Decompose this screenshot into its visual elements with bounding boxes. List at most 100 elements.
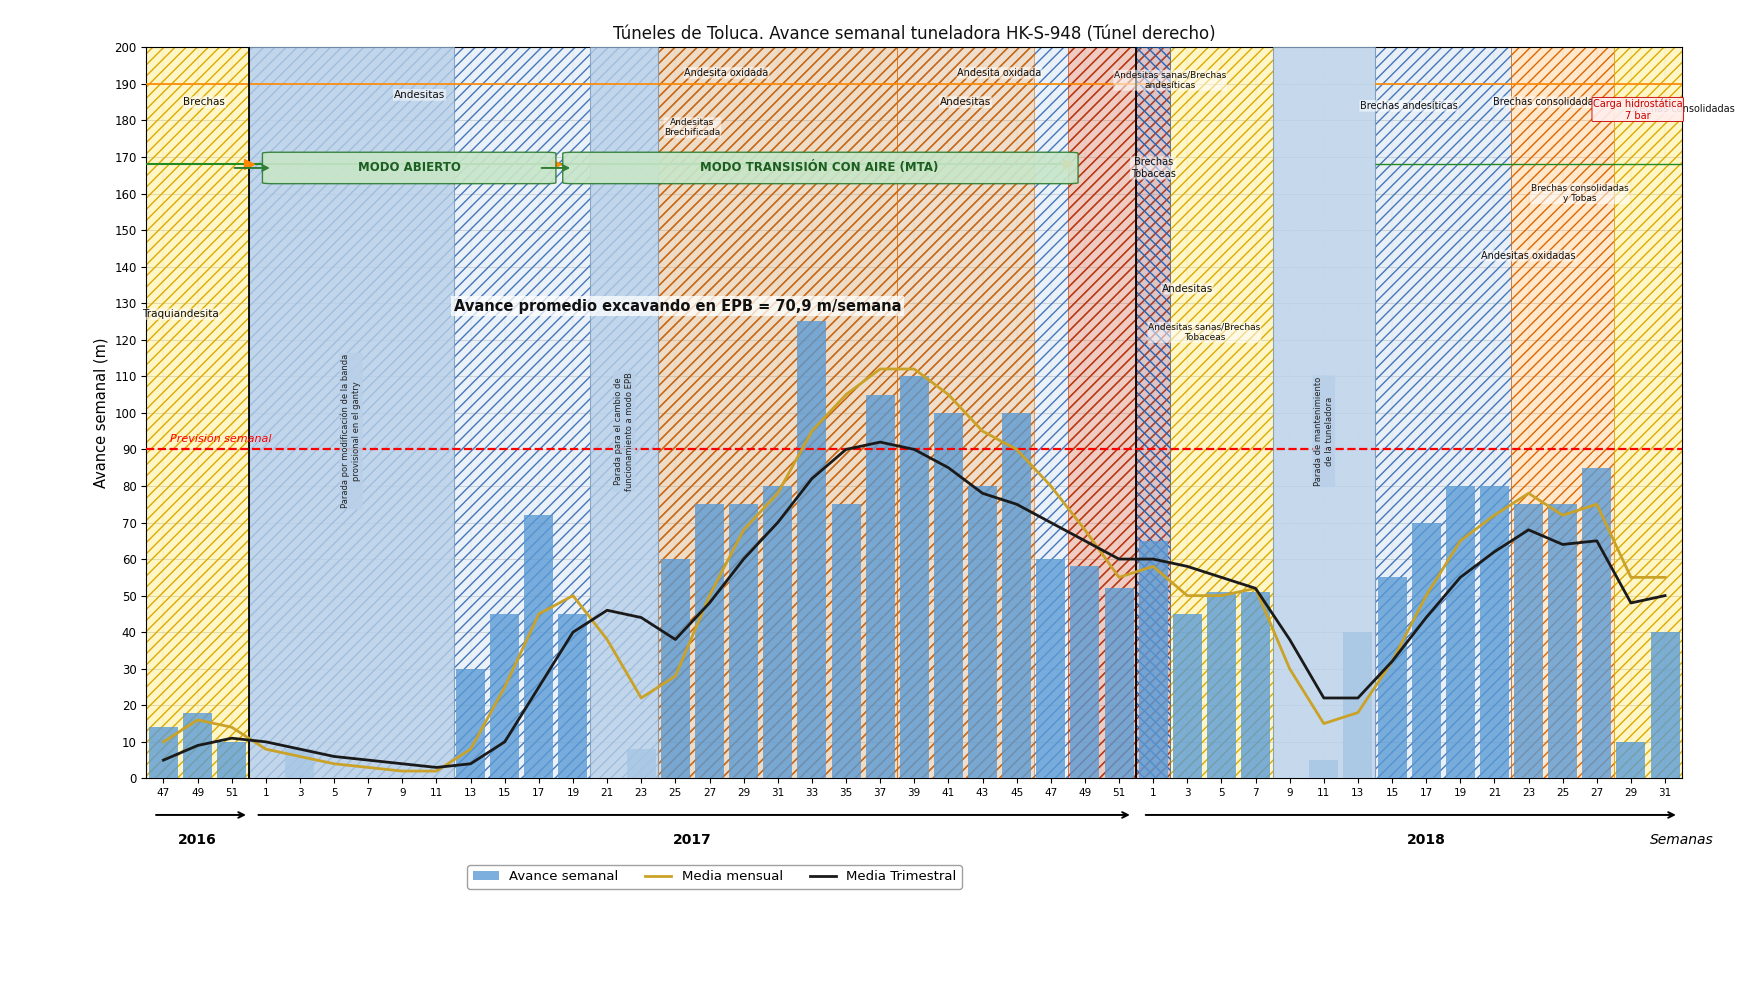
Media mensual — [1381, 655, 1402, 667]
Text: Brechas consolidadas
y Tobas: Brechas consolidadas y Tobas — [1531, 184, 1629, 203]
Media Trimestral — [357, 754, 378, 766]
Media Trimestral — [1244, 582, 1265, 594]
Media Trimestral — [1006, 498, 1027, 510]
Media mensual — [357, 761, 378, 773]
Media mensual — [1620, 571, 1641, 583]
Media Trimestral — [1449, 571, 1470, 583]
Media Trimestral — [1416, 612, 1437, 624]
Bar — [1514, 504, 1544, 778]
Bar — [695, 504, 724, 778]
Text: Semanas: Semanas — [1650, 833, 1713, 847]
Media Trimestral — [630, 612, 651, 624]
Text: Andesitas sanas/Brechas
andesíticas: Andesitas sanas/Brechas andesíticas — [1115, 71, 1227, 90]
Text: Andesitas: Andesitas — [940, 97, 990, 107]
Text: Parada para el cambio de
funcionamiento a modo EPB: Parada para el cambio de funcionamiento … — [614, 372, 634, 491]
Bar — [1614, 47, 1682, 778]
Media Trimestral — [1517, 524, 1538, 536]
Bar — [184, 713, 212, 778]
Media mensual — [597, 633, 618, 645]
Media Trimestral — [903, 443, 924, 455]
Media Trimestral — [425, 761, 446, 773]
Bar — [1376, 47, 1512, 778]
Media mensual — [1449, 535, 1470, 547]
Bar — [1377, 577, 1407, 778]
Bar — [1309, 760, 1339, 778]
Media mensual — [835, 389, 856, 401]
Media Trimestral — [698, 597, 719, 609]
Media mensual — [493, 681, 514, 693]
Bar — [1412, 523, 1440, 778]
Bar — [457, 669, 485, 778]
Media mensual — [1552, 509, 1573, 521]
Text: Traquiandesita: Traquiandesita — [142, 309, 219, 319]
Media mensual — [665, 670, 686, 682]
Media mensual — [1211, 590, 1232, 602]
Media mensual — [1074, 524, 1096, 536]
Media Trimestral — [562, 626, 583, 638]
Bar — [1617, 742, 1645, 778]
Bar — [1376, 47, 1512, 778]
Media Trimestral — [1348, 692, 1368, 704]
Media mensual — [528, 608, 550, 620]
Bar — [1003, 413, 1031, 778]
Media Trimestral — [1586, 535, 1606, 547]
Media mensual — [1006, 443, 1027, 455]
Bar — [1549, 504, 1577, 778]
Media mensual — [1312, 718, 1334, 730]
Bar — [1614, 47, 1682, 778]
Media mensual — [289, 750, 310, 762]
Text: 2016: 2016 — [178, 833, 217, 847]
Media mensual — [1416, 590, 1437, 602]
Media Trimestral — [324, 750, 345, 762]
Media Trimestral — [1654, 590, 1675, 602]
Bar — [658, 47, 898, 778]
Media Trimestral — [460, 758, 481, 770]
Media mensual — [698, 590, 719, 602]
Bar — [1512, 47, 1614, 778]
Bar — [1172, 614, 1202, 778]
Bar — [866, 395, 894, 778]
Media mensual — [1586, 498, 1606, 510]
Bar — [1139, 541, 1167, 778]
Bar — [1272, 47, 1376, 778]
Media mensual — [324, 758, 345, 770]
Text: 2017: 2017 — [674, 833, 712, 847]
Media mensual — [1176, 590, 1197, 602]
Bar — [898, 47, 1034, 778]
FancyBboxPatch shape — [262, 152, 556, 184]
Bar — [1208, 592, 1236, 778]
Text: Andesitas
Brechificada: Andesitas Brechificada — [665, 118, 721, 137]
Media mensual — [1244, 582, 1265, 594]
Text: Brechas andesíticas: Brechas andesíticas — [1360, 101, 1458, 111]
Text: MODO ABIERTO: MODO ABIERTO — [357, 161, 460, 174]
Bar — [1171, 47, 1272, 778]
Media Trimestral — [187, 739, 208, 751]
Text: Carga hidrostática
7 bar: Carga hidrostática 7 bar — [1592, 98, 1682, 121]
Media mensual — [460, 743, 481, 755]
Bar — [1104, 588, 1134, 778]
FancyBboxPatch shape — [564, 152, 1078, 184]
Bar — [1068, 47, 1171, 778]
Text: Andesitas: Andesitas — [1162, 284, 1213, 294]
Bar — [1036, 559, 1066, 778]
Bar — [626, 749, 656, 778]
Bar — [1446, 486, 1475, 778]
Media Trimestral — [1176, 560, 1197, 572]
Media mensual — [1517, 487, 1538, 499]
Media Trimestral — [1484, 546, 1505, 558]
Media mensual — [1348, 707, 1368, 719]
Bar — [763, 486, 793, 778]
Text: Andesita oxidada: Andesita oxidada — [684, 68, 768, 78]
Text: Brechas: Brechas — [184, 97, 226, 107]
Media Trimestral — [802, 473, 822, 485]
Text: Parada de mantenimiento
de la tuneladora: Parada de mantenimiento de la tuneladora — [1314, 377, 1334, 486]
Media Trimestral — [938, 462, 959, 474]
Bar — [525, 515, 553, 778]
Media Trimestral — [1074, 535, 1096, 547]
Media mensual — [1279, 663, 1300, 675]
Bar — [1241, 592, 1270, 778]
Legend: Avance semanal, Media mensual, Media Trimestral: Avance semanal, Media mensual, Media Tri… — [467, 865, 962, 889]
Media mensual — [1484, 509, 1505, 521]
Bar — [898, 47, 1034, 778]
Media Trimestral — [1040, 517, 1060, 529]
